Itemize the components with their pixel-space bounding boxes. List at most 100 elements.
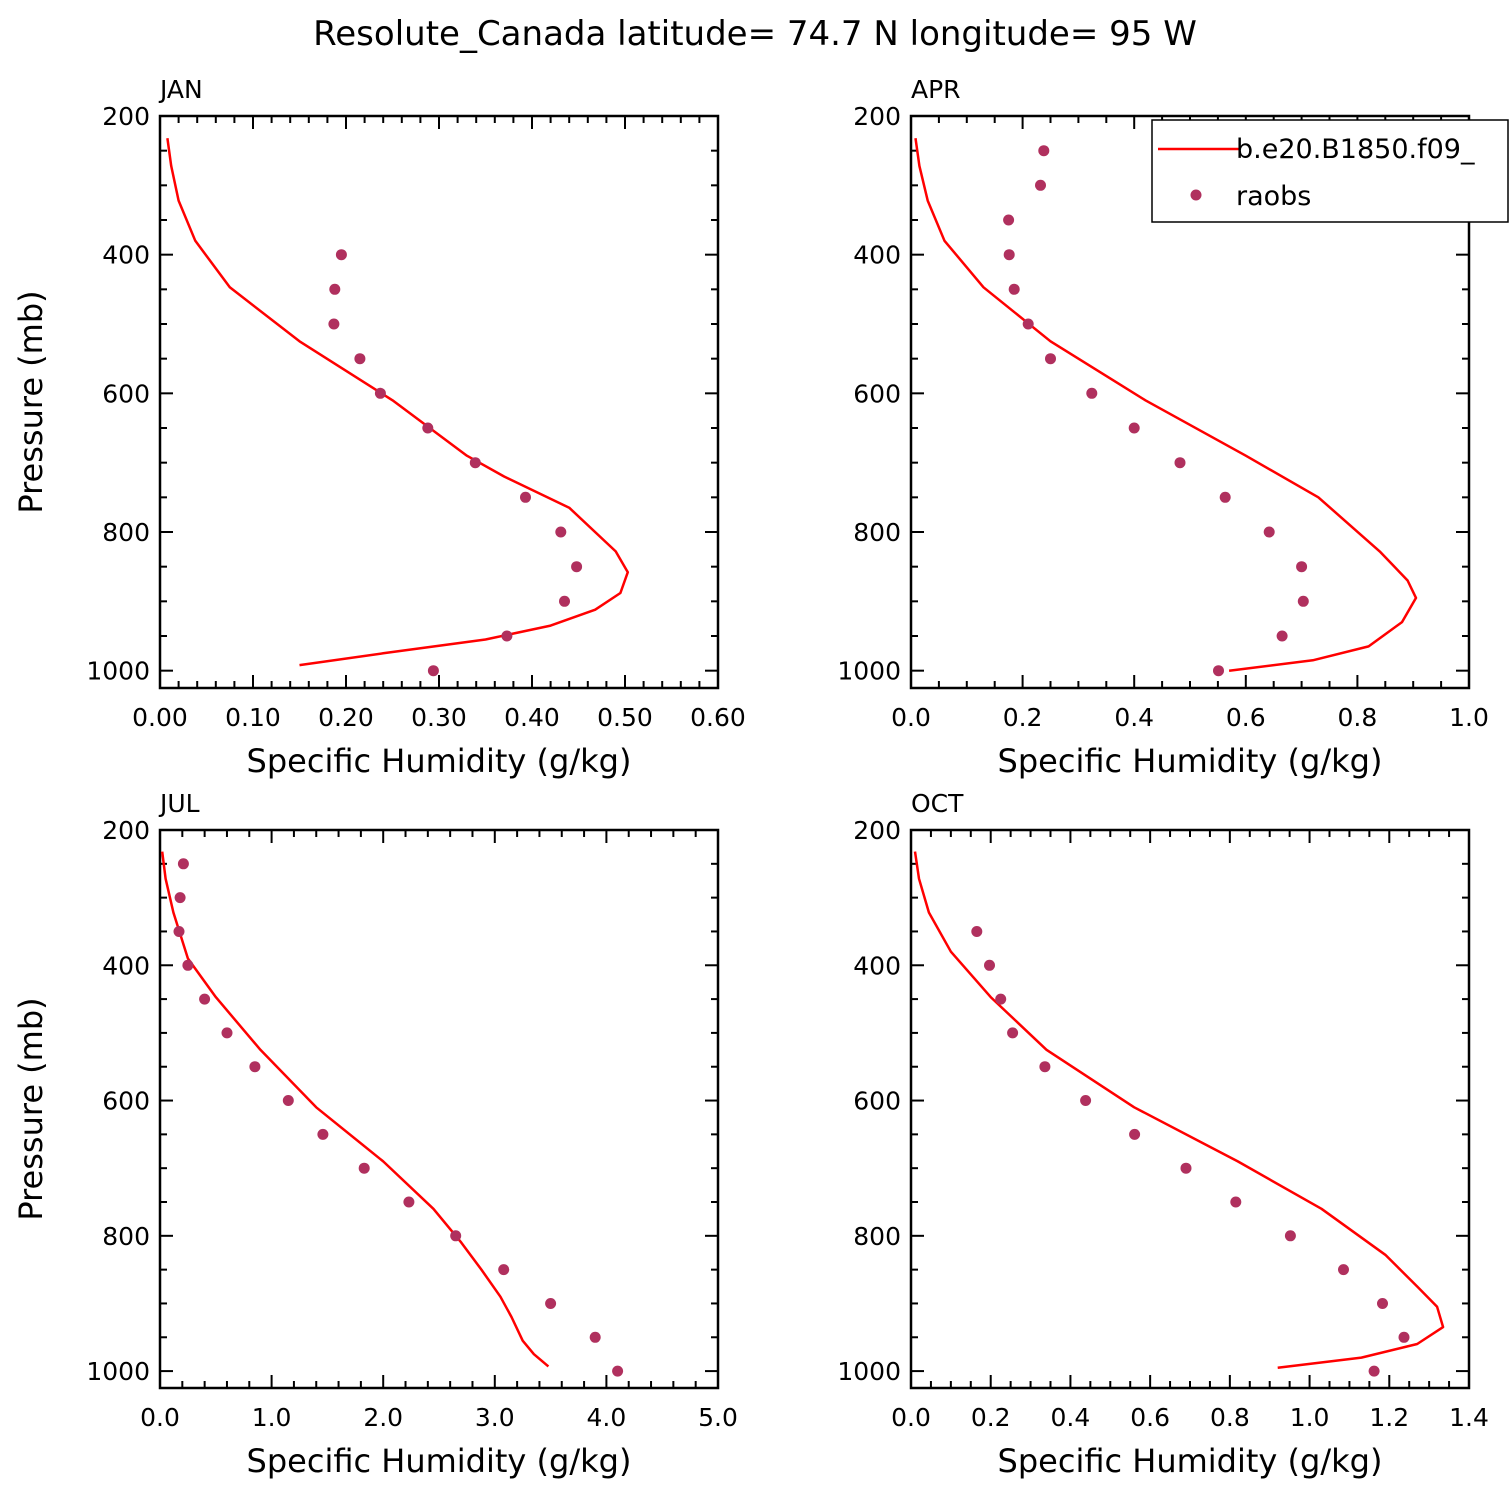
obs-point (282, 1095, 294, 1106)
legend-box (1151, 119, 1509, 223)
y-tick-label: 1000 (86, 1357, 150, 1386)
x-tick-label: 5.0 (698, 1403, 738, 1432)
obs-point (984, 959, 995, 971)
obs-point (501, 630, 513, 642)
obs-point (329, 283, 341, 295)
x-axis-label: Specific Humidity (g/kg) (247, 742, 632, 780)
obs-point (1296, 561, 1308, 573)
obs-point (469, 457, 481, 469)
obs-point (1263, 526, 1275, 538)
x-tick-label: 0.10 (225, 703, 281, 732)
obs-point (1219, 491, 1231, 503)
x-tick-label: 1.4 (1449, 1403, 1489, 1432)
legend-label-model: b.e20.B1850.f09_ (1236, 134, 1475, 165)
x-tick-label: 0.0 (891, 703, 931, 732)
x-tick-label: 0.6 (1130, 1403, 1170, 1432)
x-tick-label: 0.2 (1003, 703, 1043, 732)
obs-point (427, 665, 439, 677)
panel-jul: 200 400 600 800 1000 0.0 1.0 2.0 3.0 4.0 5.0 JUL Spe… (12, 789, 738, 1480)
obs-point (1368, 1365, 1380, 1377)
x-tick-label: 0.00 (132, 703, 188, 732)
x-tick-label: 2.0 (363, 1403, 403, 1432)
obs-point (1128, 422, 1140, 434)
obs-point (559, 595, 570, 607)
plot-frame (158, 828, 720, 1390)
obs-point (1022, 318, 1034, 330)
obs-point (1180, 1162, 1192, 1174)
obs-point (1284, 1230, 1296, 1242)
obs-point (403, 1196, 415, 1208)
panel-label: JUL (158, 789, 200, 818)
model-line (160, 851, 550, 1368)
obs-point (571, 561, 583, 573)
y-tick-label: 800 (853, 518, 901, 547)
y-tick-label: 600 (853, 1087, 901, 1116)
y-axis-label: Pressure (mb) (12, 997, 50, 1220)
x-tick-label: 0.6 (1226, 703, 1266, 732)
obs-point (422, 422, 434, 434)
y-tick-label: 800 (102, 518, 150, 547)
obs-point (612, 1365, 624, 1377)
obs-point (328, 318, 340, 330)
x-tick-label: 3.0 (475, 1403, 515, 1432)
obs-point (182, 959, 194, 971)
x-tick-label: 0.50 (597, 703, 653, 732)
obs-point (1129, 1128, 1141, 1140)
obs-point (174, 892, 186, 904)
x-tick-label: 0.4 (1114, 703, 1154, 732)
legend-label-obs: raobs (1236, 181, 1311, 212)
model-line (166, 138, 630, 667)
y-tick-label: 200 (102, 102, 150, 131)
y-tick-label: 600 (853, 379, 901, 408)
y-tick-label: 1000 (837, 1357, 901, 1386)
legend-marker-swatch (1190, 189, 1202, 201)
y-tick-label: 800 (853, 1222, 901, 1251)
y-tick-label: 200 (853, 102, 901, 131)
obs-point (545, 1298, 557, 1309)
y-tick-label: 800 (102, 1222, 150, 1251)
panels: 200 400 600 800 1000 0.00 0.10 0.20 0.30 0.40 0.50… (12, 75, 1489, 1480)
obs-point (335, 249, 347, 261)
obs-point (1003, 214, 1015, 226)
y-axis-label: Pressure (mb) (12, 290, 50, 513)
obs-point (498, 1264, 510, 1276)
obs-point (1008, 283, 1020, 295)
obs-point (249, 1061, 261, 1073)
x-tick-label: 0.20 (318, 703, 374, 732)
y-tick-label: 400 (102, 951, 150, 980)
obs-point (1039, 1061, 1051, 1073)
obs-point (1007, 1027, 1019, 1039)
obs-point (971, 926, 983, 937)
x-tick-label: 0.0 (891, 1403, 931, 1432)
panel-apr: 200 400 600 800 1000 0.0 0.2 0.4 0.6 0.8 1.0 APR Spe… (837, 75, 1489, 780)
obs-point (1338, 1264, 1349, 1276)
obs-point (589, 1331, 601, 1343)
y-tick-label: 600 (102, 379, 150, 408)
obs-point (1297, 595, 1309, 607)
obs-point (354, 353, 366, 365)
x-tick-label: 0.8 (1210, 1403, 1250, 1432)
x-tick-label: 0.2 (971, 1403, 1011, 1432)
y-tick-label: 200 (853, 816, 901, 845)
obs-point (1174, 457, 1186, 469)
x-tick-label: 1.0 (1449, 703, 1489, 732)
panel-label: APR (911, 75, 961, 104)
x-axis-label: Specific Humidity (g/kg) (998, 1442, 1383, 1480)
obs-point (317, 1128, 329, 1140)
obs-point (173, 926, 185, 937)
obs-point (520, 491, 531, 503)
y-tick-label: 400 (102, 241, 150, 270)
y-tick-label: 200 (102, 816, 150, 845)
obs-point (1045, 353, 1056, 365)
x-tick-label: 0.30 (411, 703, 467, 732)
panel-oct: 200 400 600 800 1000 0.0 0.2 0.4 0.6 0.8 1.0 1.2 1.4… (837, 789, 1489, 1480)
obs-point (995, 993, 1007, 1005)
x-tick-label: 0.40 (504, 703, 560, 732)
x-tick-label: 1.0 (1290, 1403, 1330, 1432)
plot-frame (158, 114, 720, 690)
x-tick-label: 1.2 (1369, 1403, 1409, 1432)
obs-point (199, 993, 211, 1005)
x-tick-label: 0.60 (690, 703, 746, 732)
obs-point (1276, 630, 1288, 642)
